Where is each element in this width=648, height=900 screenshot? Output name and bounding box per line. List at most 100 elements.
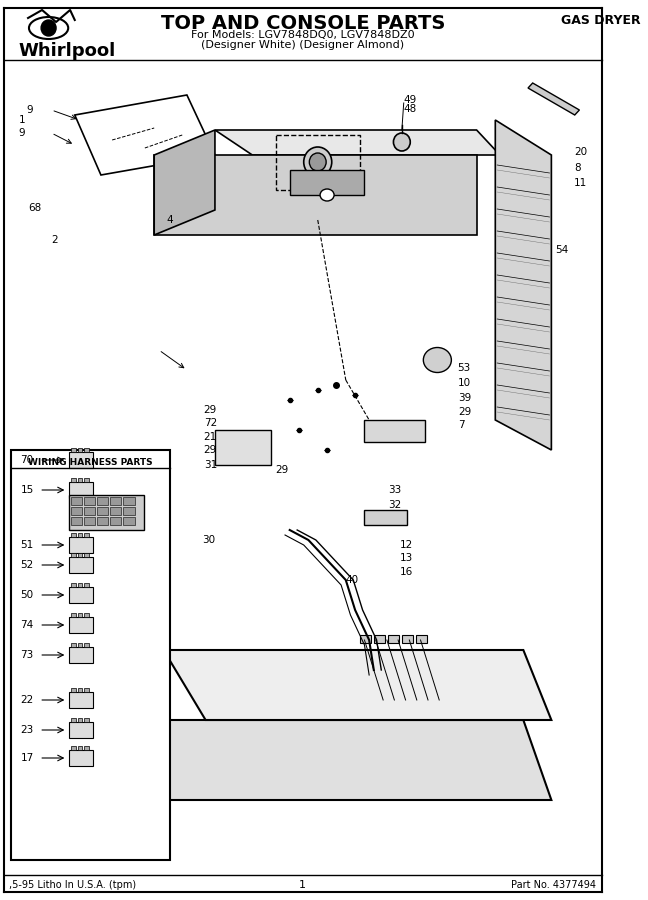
Text: 31: 31 (203, 460, 217, 470)
Text: 15: 15 (21, 485, 34, 495)
Bar (71, 688, 76, 692)
Ellipse shape (320, 189, 334, 201)
Ellipse shape (423, 347, 452, 373)
Ellipse shape (41, 20, 56, 36)
Bar (97, 497, 108, 505)
Text: 49: 49 (404, 95, 417, 105)
Text: 29: 29 (203, 445, 217, 455)
Text: 1: 1 (19, 115, 25, 125)
Bar (69, 617, 93, 633)
Bar (69, 750, 93, 766)
Bar (364, 420, 425, 442)
Text: 53: 53 (457, 363, 470, 373)
Bar (84, 478, 89, 482)
Text: 52: 52 (21, 560, 34, 570)
Text: 70: 70 (21, 455, 34, 465)
Bar (97, 517, 108, 525)
Bar (84, 553, 89, 557)
Ellipse shape (309, 153, 326, 171)
Text: TOP AND CONSOLE PARTS: TOP AND CONSOLE PARTS (161, 14, 445, 33)
Text: 4: 4 (167, 215, 173, 225)
Bar (84, 448, 89, 452)
Bar (69, 557, 93, 573)
Text: 68: 68 (28, 203, 41, 213)
Text: 74: 74 (21, 620, 34, 630)
Bar (69, 722, 93, 738)
Polygon shape (528, 83, 579, 115)
Text: 30: 30 (202, 535, 215, 545)
Text: 51: 51 (21, 540, 34, 550)
Text: WIRING HARNESS PARTS: WIRING HARNESS PARTS (29, 458, 153, 467)
Bar (71, 718, 76, 722)
Bar (71, 746, 76, 750)
Text: (Designer White) (Designer Almond): (Designer White) (Designer Almond) (202, 40, 404, 50)
Polygon shape (215, 130, 500, 155)
Text: 13: 13 (400, 553, 413, 563)
Polygon shape (154, 130, 215, 235)
Bar (78, 688, 82, 692)
Bar (78, 533, 82, 537)
Text: GAS DRYER: GAS DRYER (561, 14, 640, 27)
Ellipse shape (393, 133, 410, 151)
Polygon shape (495, 120, 551, 450)
Text: Whirlpool: Whirlpool (19, 42, 116, 60)
Bar (123, 497, 135, 505)
Text: 29: 29 (275, 465, 289, 475)
Bar (110, 517, 121, 525)
Bar (123, 507, 135, 515)
Text: ,5-95 Litho In U.S.A. (tpm): ,5-95 Litho In U.S.A. (tpm) (9, 880, 137, 890)
Bar (402, 635, 413, 643)
Text: Part No. 4377494: Part No. 4377494 (511, 880, 596, 890)
Bar (71, 533, 76, 537)
Text: 72: 72 (203, 418, 217, 428)
Bar (78, 643, 82, 647)
Bar (360, 635, 371, 643)
Text: 21: 21 (203, 432, 217, 442)
Bar (71, 497, 82, 505)
Text: 48: 48 (404, 104, 417, 114)
Bar (69, 482, 93, 498)
Text: 29: 29 (458, 407, 471, 417)
Bar (84, 517, 95, 525)
Bar (71, 553, 76, 557)
Bar (78, 583, 82, 587)
Bar (69, 692, 93, 708)
Bar (84, 613, 89, 617)
Bar (388, 635, 399, 643)
Text: 7: 7 (458, 420, 465, 430)
Bar (215, 430, 271, 465)
Bar (84, 497, 95, 505)
Bar (71, 478, 76, 482)
Text: 1: 1 (299, 880, 307, 890)
Bar (97, 507, 108, 515)
Text: 9: 9 (26, 105, 33, 115)
Text: 12: 12 (400, 540, 413, 550)
Bar (71, 583, 76, 587)
Bar (110, 497, 121, 505)
Text: 10: 10 (458, 378, 471, 388)
Text: 9: 9 (19, 128, 25, 138)
Text: 40: 40 (346, 575, 359, 585)
Text: 50: 50 (21, 590, 34, 600)
Text: For Models: LGV7848DQ0, LGV7848DZ0: For Models: LGV7848DQ0, LGV7848DZ0 (191, 30, 415, 40)
Text: 11: 11 (573, 178, 587, 188)
Bar (78, 478, 82, 482)
Text: 20: 20 (573, 147, 587, 157)
Bar (364, 510, 406, 525)
Bar (78, 718, 82, 722)
Bar (84, 746, 89, 750)
Bar (290, 170, 364, 195)
Bar (71, 643, 76, 647)
Text: 32: 32 (388, 500, 401, 510)
Text: 17: 17 (21, 753, 34, 763)
Text: 2: 2 (51, 235, 58, 245)
Bar (84, 507, 95, 515)
Polygon shape (163, 650, 551, 720)
Bar (78, 448, 82, 452)
Bar (416, 635, 427, 643)
Bar (84, 583, 89, 587)
Bar (69, 647, 93, 663)
Text: 39: 39 (458, 393, 471, 403)
Bar (374, 635, 385, 643)
Text: 73: 73 (21, 650, 34, 660)
